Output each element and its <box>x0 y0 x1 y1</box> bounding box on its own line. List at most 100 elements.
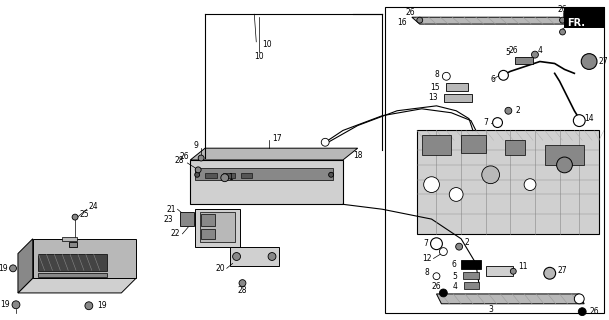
Text: 21: 21 <box>166 205 175 214</box>
Circle shape <box>329 172 334 177</box>
Polygon shape <box>565 7 604 27</box>
Circle shape <box>424 177 440 193</box>
Text: 10: 10 <box>262 40 272 49</box>
Text: 19: 19 <box>0 264 8 273</box>
Circle shape <box>532 51 538 58</box>
Polygon shape <box>190 160 343 204</box>
Bar <box>545 145 584 165</box>
Text: 16: 16 <box>397 18 407 27</box>
Circle shape <box>431 238 442 250</box>
Polygon shape <box>190 148 357 160</box>
Text: 22: 22 <box>171 229 180 238</box>
Circle shape <box>433 273 440 280</box>
Text: 20: 20 <box>215 264 225 273</box>
Polygon shape <box>18 278 136 293</box>
Text: 13: 13 <box>428 93 437 102</box>
Polygon shape <box>33 239 136 278</box>
Text: 1: 1 <box>229 173 233 182</box>
Text: 14: 14 <box>584 114 594 123</box>
Text: 26: 26 <box>558 5 568 14</box>
Text: 8: 8 <box>435 70 440 79</box>
Text: 17: 17 <box>272 134 281 143</box>
Text: 26: 26 <box>432 282 442 291</box>
Circle shape <box>581 54 597 69</box>
Text: 2: 2 <box>515 106 520 115</box>
Circle shape <box>322 138 329 146</box>
Circle shape <box>493 118 502 127</box>
Circle shape <box>268 252 276 260</box>
Bar <box>463 272 479 279</box>
Text: 4: 4 <box>538 46 543 55</box>
Text: 15: 15 <box>430 83 440 92</box>
Text: 5: 5 <box>452 272 457 281</box>
Bar <box>180 212 194 226</box>
Text: 26: 26 <box>180 152 189 161</box>
Polygon shape <box>437 294 584 304</box>
Circle shape <box>239 280 246 286</box>
Text: 19: 19 <box>1 300 10 309</box>
Circle shape <box>505 107 512 114</box>
Bar <box>38 253 107 271</box>
Circle shape <box>510 268 516 274</box>
Text: 19: 19 <box>97 301 107 310</box>
Bar <box>421 135 451 155</box>
Circle shape <box>440 248 447 256</box>
Text: 26: 26 <box>509 46 518 55</box>
Circle shape <box>544 267 555 279</box>
Circle shape <box>440 289 447 297</box>
Circle shape <box>85 302 93 310</box>
Text: 24: 24 <box>89 202 99 211</box>
Polygon shape <box>412 17 568 24</box>
Bar <box>230 247 279 266</box>
Text: 7: 7 <box>484 118 488 127</box>
Circle shape <box>198 155 204 161</box>
Bar <box>195 168 333 180</box>
Circle shape <box>72 214 78 220</box>
Text: 6: 6 <box>491 75 496 84</box>
Circle shape <box>499 70 509 80</box>
Text: 23: 23 <box>164 215 174 224</box>
Bar <box>241 173 252 178</box>
Text: FR.: FR. <box>574 13 591 22</box>
Text: 8: 8 <box>425 268 429 277</box>
Circle shape <box>579 308 586 316</box>
Circle shape <box>482 166 499 184</box>
Bar <box>38 273 107 277</box>
Bar <box>200 212 234 242</box>
Text: 27: 27 <box>558 266 567 275</box>
Text: 26: 26 <box>579 10 589 19</box>
Text: 26: 26 <box>405 8 415 17</box>
Text: 4: 4 <box>452 282 457 291</box>
Bar <box>201 229 215 239</box>
Text: 6: 6 <box>451 260 456 269</box>
Text: 9: 9 <box>193 141 198 150</box>
Bar <box>461 135 486 153</box>
Text: 28: 28 <box>238 286 247 295</box>
Polygon shape <box>18 239 33 293</box>
Text: 28: 28 <box>175 156 185 165</box>
Circle shape <box>449 188 463 201</box>
Circle shape <box>12 301 20 309</box>
Bar <box>461 260 481 269</box>
Bar <box>385 7 604 313</box>
Text: 2: 2 <box>464 238 469 247</box>
Circle shape <box>221 174 229 182</box>
Text: 27: 27 <box>599 57 608 66</box>
Bar <box>223 173 234 178</box>
Bar <box>201 214 215 226</box>
Text: 10: 10 <box>255 52 264 61</box>
Circle shape <box>456 243 463 250</box>
Text: 18: 18 <box>353 151 362 160</box>
Bar <box>62 237 77 241</box>
Circle shape <box>233 252 241 260</box>
Text: 5: 5 <box>505 48 510 57</box>
Bar <box>69 242 77 247</box>
Circle shape <box>195 167 201 173</box>
Circle shape <box>524 179 536 190</box>
Text: 26: 26 <box>589 307 599 316</box>
Bar <box>445 94 472 102</box>
Bar <box>505 140 525 155</box>
Circle shape <box>557 157 572 173</box>
Circle shape <box>560 29 566 35</box>
Text: 7: 7 <box>424 239 429 248</box>
